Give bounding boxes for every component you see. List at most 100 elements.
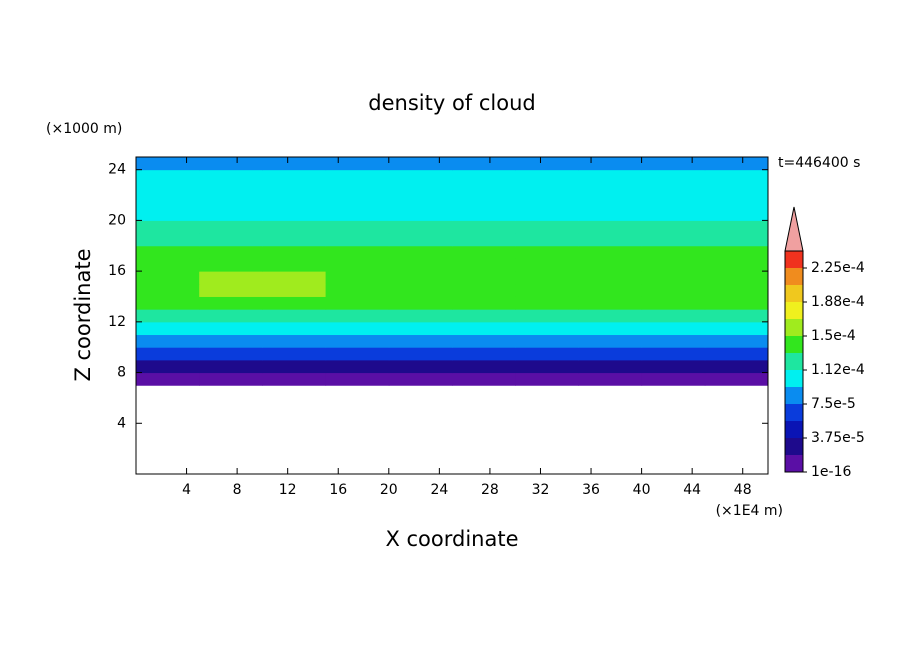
x-tick-label: 4 xyxy=(182,482,191,498)
cell xyxy=(452,359,516,374)
cell xyxy=(262,347,327,361)
cell xyxy=(704,283,769,297)
cell xyxy=(199,207,263,221)
cell xyxy=(388,182,453,196)
x-tick-label: 48 xyxy=(734,482,752,498)
cell xyxy=(578,321,643,336)
cell xyxy=(515,220,579,234)
cell xyxy=(388,245,453,259)
cell xyxy=(515,347,579,361)
cell xyxy=(136,182,200,196)
cell xyxy=(136,233,200,247)
cell xyxy=(641,157,706,171)
cell xyxy=(641,195,706,209)
y-tick-label: 16 xyxy=(108,263,126,279)
cell xyxy=(325,220,390,234)
cell xyxy=(388,157,453,171)
cell xyxy=(641,372,706,386)
cell xyxy=(578,220,643,234)
cell xyxy=(388,321,453,336)
cell xyxy=(262,283,327,297)
cell xyxy=(262,169,327,183)
x-unit: (×1E4 m) xyxy=(716,503,783,519)
cell xyxy=(325,169,390,183)
cell xyxy=(704,296,769,310)
colorbar-band xyxy=(785,251,803,268)
cell xyxy=(515,245,579,259)
cell xyxy=(325,245,390,259)
cell xyxy=(199,296,263,310)
cell xyxy=(578,359,643,374)
cell xyxy=(452,321,516,336)
cell xyxy=(515,157,579,171)
cell xyxy=(262,359,327,374)
cell xyxy=(199,258,263,272)
cell xyxy=(641,283,706,297)
cell xyxy=(262,321,327,336)
y-tick-label: 8 xyxy=(117,365,126,381)
cell xyxy=(452,296,516,310)
cell xyxy=(515,169,579,183)
cell xyxy=(452,334,516,348)
cell xyxy=(262,372,327,386)
cell xyxy=(578,182,643,196)
cell xyxy=(136,157,200,171)
cell xyxy=(704,321,769,336)
cell xyxy=(641,233,706,247)
cell xyxy=(136,207,200,221)
cell xyxy=(578,233,643,247)
cell xyxy=(704,245,769,259)
cell xyxy=(325,309,390,323)
cell xyxy=(325,233,390,247)
cell xyxy=(325,347,390,361)
cell xyxy=(388,296,453,310)
cell xyxy=(641,258,706,272)
cell xyxy=(515,271,579,285)
cell xyxy=(262,245,327,259)
cell xyxy=(388,283,453,297)
cell xyxy=(262,309,327,323)
cell xyxy=(136,309,200,323)
cell xyxy=(704,169,769,183)
cell xyxy=(704,220,769,234)
cell xyxy=(515,372,579,386)
cell xyxy=(641,321,706,336)
cell xyxy=(515,207,579,221)
x-axis-label: X coordinate xyxy=(385,527,518,551)
cell xyxy=(578,169,643,183)
cell xyxy=(199,271,263,285)
cell xyxy=(262,334,327,348)
cell xyxy=(262,258,327,272)
cell xyxy=(262,195,327,209)
cell xyxy=(578,372,643,386)
cell xyxy=(388,233,453,247)
colorbar-band xyxy=(785,353,803,370)
colorbar-band xyxy=(785,285,803,302)
cell xyxy=(388,372,453,386)
colorbar-band xyxy=(785,404,803,421)
cell xyxy=(199,321,263,336)
cell xyxy=(262,233,327,247)
cell xyxy=(515,296,579,310)
cell xyxy=(452,195,516,209)
cell xyxy=(199,195,263,209)
cell xyxy=(515,309,579,323)
cell xyxy=(578,309,643,323)
cell xyxy=(578,207,643,221)
x-tick-label: 16 xyxy=(329,482,347,498)
cell xyxy=(515,258,579,272)
cell xyxy=(199,372,263,386)
cell xyxy=(704,309,769,323)
cell xyxy=(388,334,453,348)
colorbar-tick-label: 1.88e-4 xyxy=(811,294,865,310)
y-axis-label: Z coordinate xyxy=(71,248,95,381)
y-tick-label: 24 xyxy=(108,162,126,178)
colorbar-tick-label: 2.25e-4 xyxy=(811,260,865,276)
cell xyxy=(641,334,706,348)
cell xyxy=(704,372,769,386)
colorbar-band xyxy=(785,302,803,319)
cell xyxy=(262,296,327,310)
cell xyxy=(199,157,263,171)
cell xyxy=(388,220,453,234)
